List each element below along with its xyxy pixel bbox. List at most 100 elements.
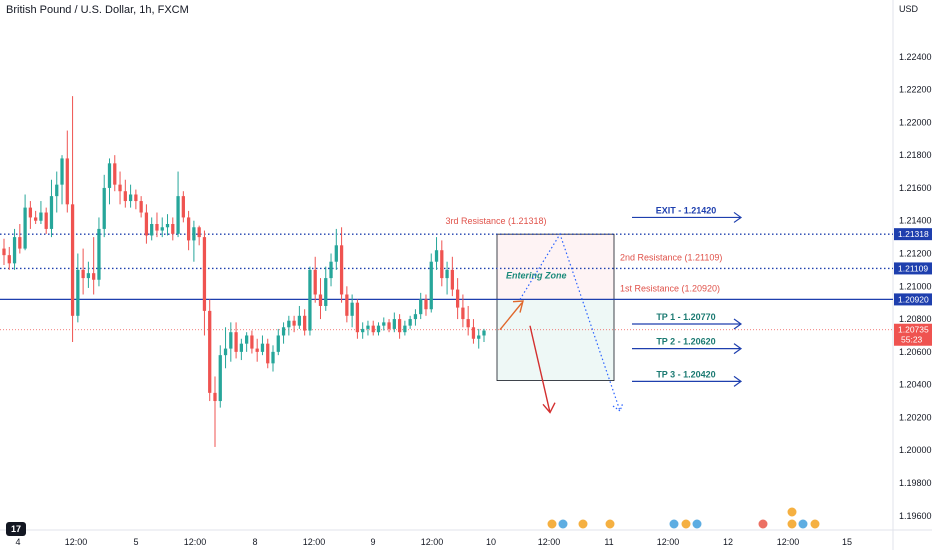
candle-body <box>49 196 54 229</box>
candle-body <box>287 320 291 328</box>
candle-body <box>208 310 212 393</box>
candle-body <box>297 315 302 326</box>
candle-body <box>260 343 265 352</box>
candle-body <box>60 158 64 185</box>
candle-body <box>318 294 323 306</box>
candle-body <box>450 269 454 290</box>
candle-body <box>445 269 449 279</box>
level-price-label: 1.21318 <box>898 229 929 239</box>
candle-body <box>366 325 370 329</box>
candle-body <box>355 302 360 333</box>
y-tick-label: 1.22400 <box>899 52 932 62</box>
candle-body <box>139 201 143 213</box>
candle-body <box>44 212 48 229</box>
event-flag-icon <box>809 518 821 530</box>
x-tick-label: 8 <box>252 537 257 547</box>
level-price-label: 1.21109 <box>898 263 928 273</box>
candle-body <box>371 325 375 333</box>
event-flag-icon <box>691 518 703 530</box>
candle-body <box>186 217 191 241</box>
x-tick-label: 12:00 <box>421 537 444 547</box>
candle-body <box>324 278 328 306</box>
candle-body <box>23 207 27 249</box>
candle-body <box>229 332 233 349</box>
candle-body <box>144 212 149 236</box>
candle-body <box>81 269 85 279</box>
candle-body <box>434 250 439 262</box>
x-tick-label: 12:00 <box>303 537 326 547</box>
candle-body <box>192 227 196 241</box>
candle-body <box>123 191 127 202</box>
candle-body <box>128 194 133 202</box>
level-price-tag <box>894 262 932 275</box>
y-tick-label: 1.20000 <box>899 445 932 455</box>
event-flag-icon <box>557 518 569 530</box>
x-tick-label: 11 <box>604 537 613 547</box>
y-tick-label: 1.19600 <box>899 511 932 521</box>
candle-body <box>419 299 423 315</box>
candle-body <box>92 273 96 280</box>
currency-label: USD <box>899 4 919 14</box>
x-tick-label: 12:00 <box>184 537 207 547</box>
candle-body <box>255 348 259 352</box>
candle-body <box>97 228 101 280</box>
logo-text: 17 <box>11 524 21 534</box>
candle-body <box>70 204 75 316</box>
candle-body <box>376 325 381 333</box>
event-flag-icon <box>577 518 589 530</box>
candle-body <box>34 217 38 221</box>
projection-down-arrow <box>529 325 551 413</box>
event-flag-icon <box>786 518 798 530</box>
candle-body <box>403 325 407 333</box>
level-price-tag <box>894 293 932 306</box>
y-tick-label: 1.22200 <box>899 85 932 95</box>
event-flag-icon <box>680 518 692 530</box>
y-tick-label: 1.20800 <box>899 314 932 324</box>
event-flag-icon <box>668 518 680 530</box>
entering-zone-label: Entering Zone <box>506 270 567 280</box>
candle-body <box>308 269 312 331</box>
projection-up-arrow-head <box>512 300 524 313</box>
candle-body <box>202 237 207 311</box>
x-tick-label: 12 <box>723 537 733 547</box>
level-price-label: 1.20920 <box>898 294 929 304</box>
logo-bg <box>6 522 26 536</box>
candle-body <box>245 335 249 344</box>
candle-body <box>440 250 444 279</box>
resistance-1-label: 1st Resistance (1.20920) <box>620 283 720 293</box>
candle-body <box>424 299 428 310</box>
x-tick-label: 5 <box>133 537 138 547</box>
x-tick-label: 9 <box>370 537 375 547</box>
resistance-3-label: 3rd Resistance (1.21318) <box>445 216 546 226</box>
candle-body <box>176 196 180 234</box>
candle-body <box>234 332 238 352</box>
y-tick-label: 1.21400 <box>899 216 932 226</box>
candle-body <box>461 307 465 320</box>
x-tick-label: 12:00 <box>657 537 680 547</box>
tradingview-logo-icon: 17 <box>6 522 26 536</box>
candle-body <box>329 261 333 279</box>
candle-body <box>181 196 185 218</box>
tp3-arrow-head <box>733 375 743 387</box>
tp2-label: TP 2 - 1.20620 <box>656 337 715 347</box>
y-tick-label: 1.22000 <box>899 117 932 127</box>
candle-body <box>382 322 386 326</box>
candle-body <box>455 289 460 308</box>
candle-body <box>223 348 228 356</box>
candle-body <box>292 320 296 326</box>
x-tick-label: 10 <box>486 537 496 547</box>
candle-body <box>350 302 354 316</box>
candle-body <box>250 335 254 349</box>
tp3-label: TP 3 - 1.20420 <box>656 369 715 379</box>
y-tick-label: 1.21600 <box>899 183 932 193</box>
tp2-arrow-head <box>733 343 743 355</box>
current-price-tag <box>894 323 932 346</box>
resistance-2-label: 2nd Resistance (1.21109) <box>620 252 722 262</box>
candle-body <box>134 194 138 202</box>
tp1-label: TP 1 - 1.20770 <box>656 312 715 322</box>
candle-body <box>39 212 43 221</box>
x-tick-label: 12:00 <box>65 537 88 547</box>
